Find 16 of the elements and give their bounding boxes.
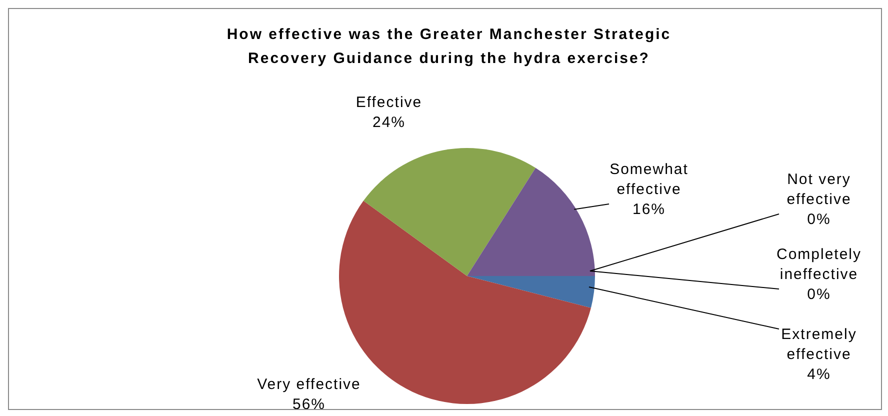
data-label: 16% (632, 201, 666, 218)
category-label: Not very effective (786, 171, 852, 208)
slice-label: Very effective (257, 376, 361, 393)
pie-slice (363, 148, 536, 276)
slice-label: Somewhat effective (610, 161, 688, 198)
slice-label: Extremely effective (781, 326, 857, 363)
data-label: 56% (292, 396, 326, 413)
data-label: 4% (807, 366, 831, 383)
text: 0% (807, 286, 831, 303)
slice-label: Effective (356, 94, 422, 111)
text: 0% (807, 211, 831, 228)
chart-title: How effective was the Greater Manchester Strategic Recovery Guidance during the hydra exercise? (226, 25, 672, 69)
pie-slice (467, 276, 595, 308)
data-label: 24% (372, 114, 406, 131)
category-label: Completely ineffective (776, 246, 862, 283)
pie-slice (467, 168, 595, 276)
